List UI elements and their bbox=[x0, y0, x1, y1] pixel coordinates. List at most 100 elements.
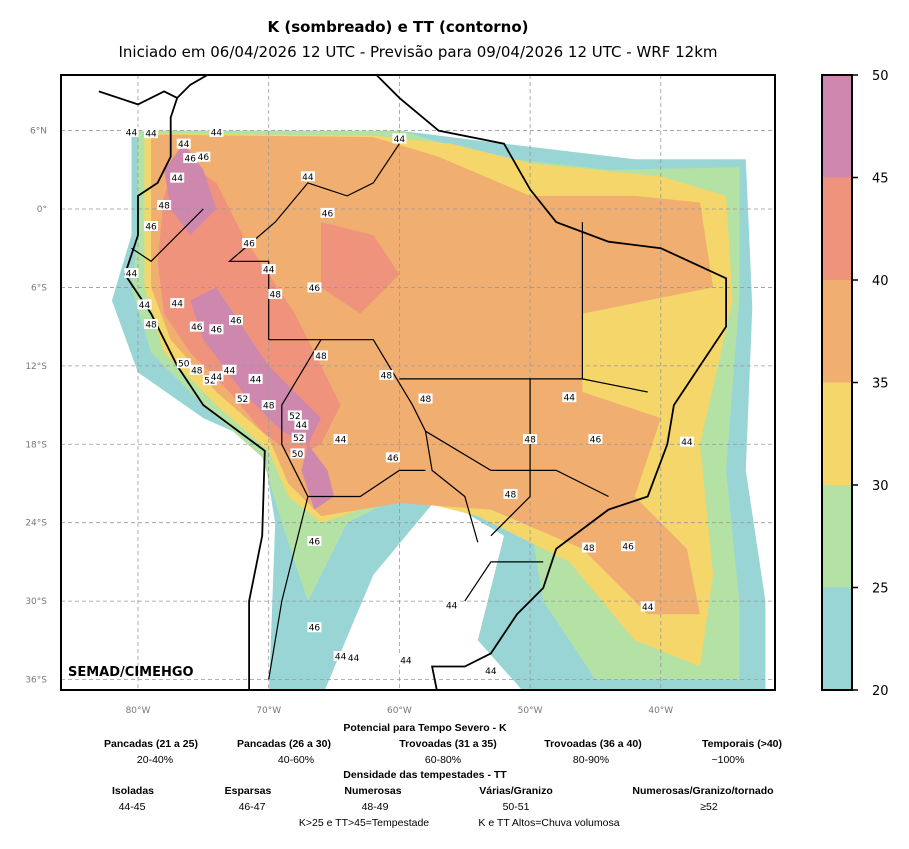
contour-label-bg bbox=[444, 600, 459, 611]
contour-label-bg bbox=[307, 535, 322, 546]
lat-tick-label: 0° bbox=[37, 205, 47, 215]
contour-label-bg bbox=[196, 151, 211, 162]
contour-label: 48 bbox=[505, 490, 517, 500]
lat-tick-label: 18°S bbox=[25, 440, 47, 450]
k-shade-region bbox=[157, 156, 341, 458]
contour-label: 44 bbox=[296, 421, 308, 431]
contour-label: 44 bbox=[211, 373, 223, 383]
lon-tick-label: 40°W bbox=[648, 706, 673, 716]
k-legend-label: Trovoadas (36 a 40) bbox=[544, 738, 642, 750]
contour-label-bg bbox=[385, 452, 400, 463]
contour-label: 44 bbox=[171, 174, 183, 184]
contour-label-bg bbox=[398, 654, 413, 665]
contour-label-bg bbox=[483, 665, 498, 676]
tt-legend-label: Isoladas bbox=[111, 785, 155, 797]
border-line bbox=[490, 222, 584, 537]
lon-tick-label: 80°W bbox=[126, 706, 151, 716]
contour-label: 44 bbox=[171, 300, 183, 310]
contour-label-bg bbox=[235, 393, 250, 404]
contour-label: 52 bbox=[293, 434, 304, 444]
colorbar-segment bbox=[822, 485, 852, 588]
contour-label-bg bbox=[291, 432, 306, 443]
lat-tick-label: 6°S bbox=[31, 283, 47, 293]
border-line bbox=[582, 378, 648, 393]
k-index-shading bbox=[111, 130, 766, 690]
contour-label: 46 bbox=[191, 323, 203, 333]
contour-label: 44 bbox=[263, 266, 275, 276]
contour-label: 52 bbox=[289, 412, 300, 422]
contour-label: 46 bbox=[309, 537, 321, 547]
colorbar-tick-label: 30 bbox=[872, 479, 889, 494]
legend-note-storm: K>25 e TT>45=Tempestade bbox=[298, 817, 430, 829]
contour-label-bg bbox=[209, 324, 224, 335]
k-legend-value: 20-40% bbox=[136, 754, 174, 766]
contour-label: 48 bbox=[158, 202, 170, 212]
contour-label: 52 bbox=[204, 377, 215, 387]
contour-label: 44 bbox=[211, 128, 223, 138]
contour-label: 44 bbox=[400, 656, 412, 666]
contour-label: 44 bbox=[178, 140, 190, 150]
contour-label-bg bbox=[679, 436, 694, 447]
lat-tick-label: 24°S bbox=[25, 519, 47, 529]
border-line bbox=[131, 208, 204, 263]
border-line bbox=[227, 143, 400, 340]
contour-label: 50 bbox=[178, 360, 190, 370]
contour-label: 46 bbox=[211, 326, 223, 336]
lon-tick-label: 70°W bbox=[256, 706, 281, 716]
border-line bbox=[307, 469, 426, 498]
contour-label-bg bbox=[268, 288, 283, 299]
contour-label-bg bbox=[137, 299, 152, 310]
contour-label-bg bbox=[379, 369, 394, 380]
k-legend-value: 80-90% bbox=[572, 754, 610, 766]
colorbar-tick-label: 40 bbox=[872, 274, 889, 289]
gridlines bbox=[61, 75, 775, 690]
map-frame bbox=[60, 74, 776, 691]
contour-label: 44 bbox=[642, 603, 654, 613]
colorbar-segment bbox=[822, 75, 852, 178]
k-shade-region bbox=[151, 134, 714, 615]
lat-tick-label: 36°S bbox=[25, 676, 47, 686]
k-shade-region bbox=[164, 143, 217, 236]
contour-label: 48 bbox=[524, 436, 536, 446]
contour-label: 44 bbox=[485, 667, 497, 677]
k-legend-label: Temporais (>40) bbox=[701, 738, 783, 750]
tt-legend-label: Numerosas/Granizo/tornado bbox=[632, 785, 774, 797]
contour-label-bg bbox=[418, 393, 433, 404]
lon-tick-label: 60°W bbox=[387, 706, 412, 716]
contour-label: 46 bbox=[198, 153, 210, 163]
lon-tick-label: 50°W bbox=[518, 706, 543, 716]
contour-label-bg bbox=[290, 448, 305, 459]
contour-label: 44 bbox=[335, 436, 347, 446]
contour-label-bg bbox=[523, 434, 538, 445]
colorbar-segment bbox=[822, 382, 852, 485]
contour-label-bg bbox=[124, 126, 139, 137]
contour-label: 46 bbox=[322, 209, 334, 219]
colorbar-tick-label: 20 bbox=[872, 684, 889, 699]
contour-label: 44 bbox=[224, 366, 236, 376]
lat-tick-label: 30°S bbox=[25, 597, 47, 607]
colorbar-tick-label: 25 bbox=[872, 582, 889, 597]
lat-tick-label: 12°S bbox=[25, 362, 47, 372]
contour-label-bg bbox=[346, 652, 361, 663]
contour-label-bg bbox=[588, 434, 603, 445]
contour-label: 48 bbox=[270, 290, 282, 300]
tt-legend-value: 44-45 bbox=[118, 801, 146, 813]
contour-label: 48 bbox=[381, 371, 393, 381]
tt-legend-value: 48-49 bbox=[361, 801, 389, 813]
tt-legend-value: 46-47 bbox=[238, 801, 266, 813]
contour-label: 44 bbox=[139, 301, 151, 311]
contour-label: 46 bbox=[230, 317, 242, 327]
tt-legend-value: 50-51 bbox=[502, 801, 530, 813]
axis-ticks: 6°N 0° 6°S 12°S 18°S 24°S 30°S 36°S 80°W 70°W 60°W… bbox=[25, 127, 673, 716]
lat-tick-label: 6°N bbox=[30, 127, 47, 137]
contour-label-bg bbox=[144, 319, 159, 330]
contour-label: 44 bbox=[394, 135, 406, 145]
contour-label-bg bbox=[209, 126, 224, 137]
k-legend-value: 60-80% bbox=[424, 754, 462, 766]
contour-label: 44 bbox=[348, 654, 360, 664]
contour-label-bg bbox=[562, 392, 577, 403]
colorbar-segment bbox=[822, 177, 852, 280]
contour-label: 48 bbox=[315, 352, 327, 362]
contour-label: 44 bbox=[302, 173, 314, 183]
